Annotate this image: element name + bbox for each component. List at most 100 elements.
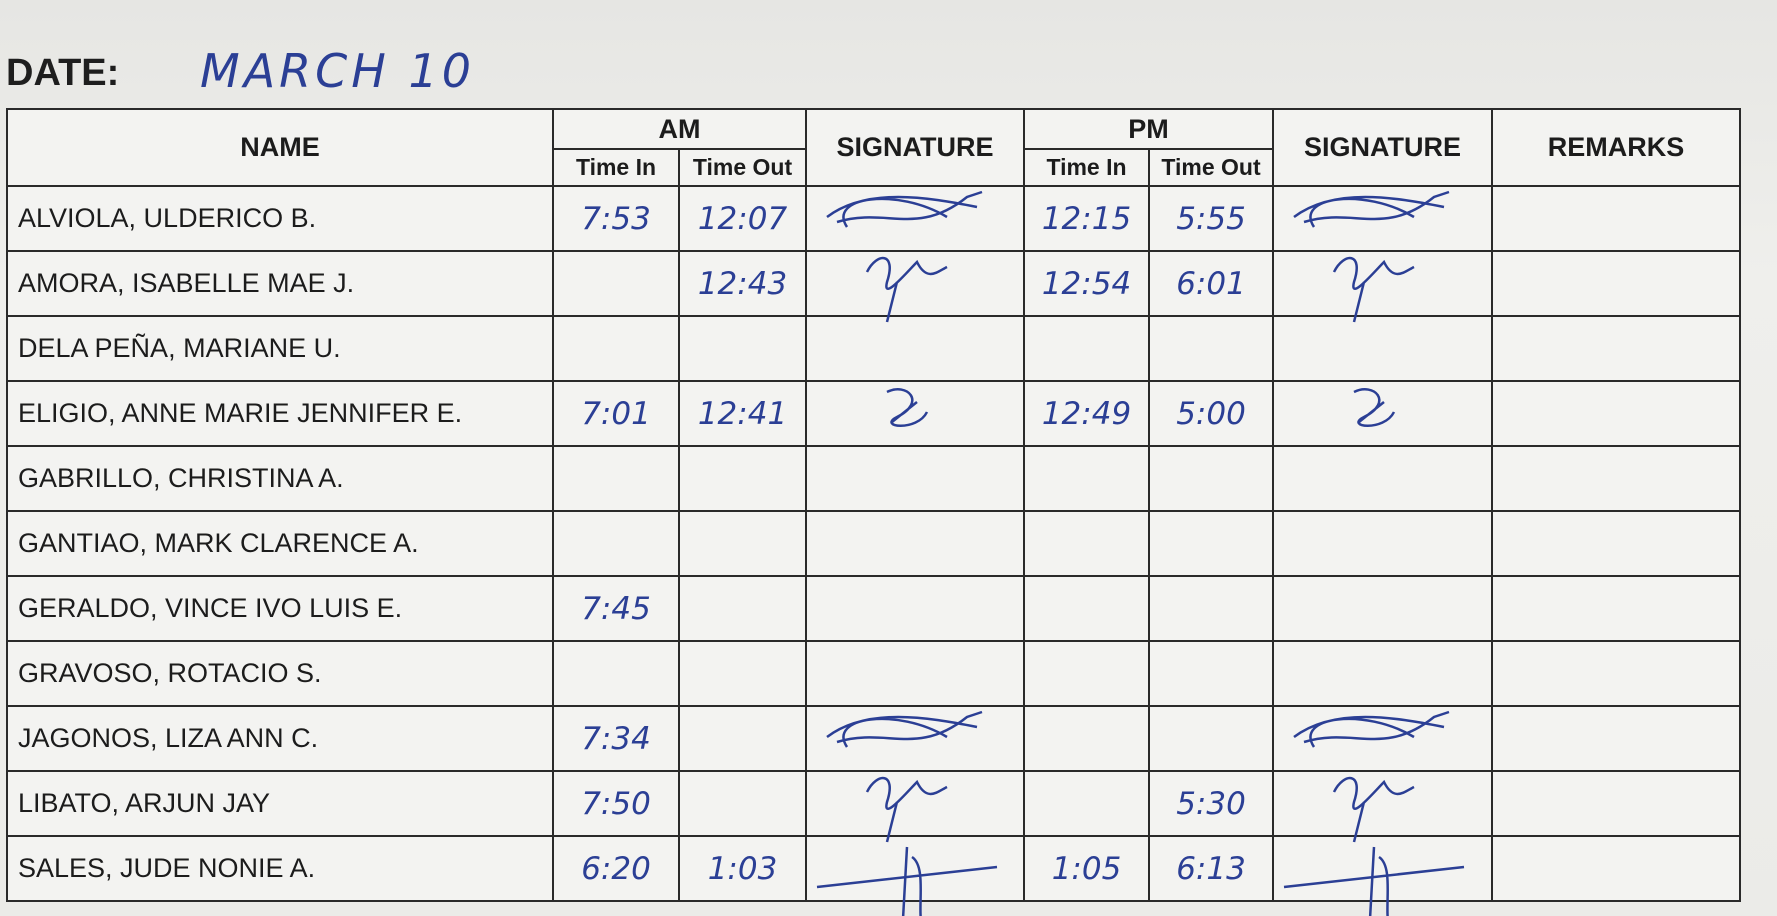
employee-name: ELIGIO, ANNE MARIE JENNIFER E. — [6, 380, 554, 447]
am-time-in: 7:01 — [552, 380, 680, 447]
header-signature: SIGNATURE — [1272, 108, 1493, 187]
signature — [1353, 388, 1396, 427]
am-time-out: 12:07 — [678, 185, 807, 252]
header-signature: SIGNATURE — [805, 108, 1025, 187]
employee-name: GERALDO, VINCE IVO LUIS E. — [6, 575, 554, 642]
table-row: ELIGIO, ANNE MARIE JENNIFER E. 7:01 12:41 1… — [6, 380, 1741, 447]
header-time-out: Time Out — [678, 148, 807, 187]
signature-cell — [805, 705, 1025, 772]
employee-name: SALES, JUDE NONIE A. — [6, 835, 554, 902]
signature-cell — [805, 575, 1025, 642]
employee-name: AMORA, ISABELLE MAE J. — [6, 250, 554, 317]
am-time-out — [678, 770, 807, 837]
signature-cell — [1272, 835, 1493, 916]
signature-cell — [1272, 705, 1493, 772]
remarks-cell — [1491, 640, 1741, 707]
header-time-in: Time In — [552, 148, 680, 187]
am-time-out — [678, 510, 807, 577]
signature — [1293, 710, 1450, 748]
am-time-in: 6:20 — [552, 835, 680, 902]
signature — [816, 846, 998, 916]
am-time-out: 12:41 — [678, 380, 807, 447]
employee-name: JAGONOS, LIZA ANN C. — [6, 705, 554, 772]
employee-name: LIBATO, ARJUN JAY — [6, 770, 554, 837]
signature-stroke — [826, 190, 983, 228]
signature — [1293, 190, 1450, 228]
signature-cell — [805, 445, 1025, 512]
pm-time-in: 12:15 — [1023, 185, 1150, 252]
signature-cell — [1272, 315, 1493, 382]
pm-time-out: 5:00 — [1148, 380, 1274, 447]
pm-time-out — [1148, 315, 1274, 382]
signature-stroke — [865, 256, 948, 323]
signature-cell — [805, 770, 1025, 843]
pm-time-out: 6:13 — [1148, 835, 1274, 902]
remarks-cell — [1491, 835, 1741, 902]
table-body: ALVIOLA, ULDERICO B. 7:53 12:07 12:15 5:55 AM… — [6, 185, 1741, 916]
signature-stroke — [826, 710, 983, 748]
employee-name: GABRILLO, CHRISTINA A. — [6, 445, 554, 512]
signature-stroke — [1293, 190, 1450, 228]
pm-time-out — [1148, 510, 1274, 577]
pm-time-in — [1023, 705, 1150, 772]
am-time-out: 12:43 — [678, 250, 807, 317]
signature-cell — [1272, 250, 1493, 323]
signature — [1332, 256, 1415, 323]
pm-time-in: 12:49 — [1023, 380, 1150, 447]
signature — [826, 190, 983, 228]
employee-name: GANTIAO, MARK CLARENCE A. — [6, 510, 554, 577]
pm-time-out: 6:01 — [1148, 250, 1274, 317]
date-label: DATE: — [6, 52, 120, 94]
am-time-in — [552, 250, 680, 317]
signature-cell — [805, 315, 1025, 382]
am-time-out — [678, 445, 807, 512]
remarks-cell — [1491, 315, 1741, 382]
signature-cell — [805, 510, 1025, 577]
signature-stroke — [816, 846, 998, 916]
remarks-cell — [1491, 705, 1741, 772]
table-row: AMORA, ISABELLE MAE J. 12:43 12:54 6:01 — [6, 250, 1741, 323]
pm-time-in — [1023, 510, 1150, 577]
am-time-in — [552, 445, 680, 512]
employee-name: DELA PEÑA, MARIANE U. — [6, 315, 554, 382]
remarks-cell — [1491, 445, 1741, 512]
header-am: AM — [552, 108, 807, 150]
am-time-in: 7:50 — [552, 770, 680, 837]
am-time-out — [678, 705, 807, 772]
pm-time-in — [1023, 770, 1150, 837]
signature — [1283, 846, 1465, 916]
am-time-out: 1:03 — [678, 835, 807, 902]
remarks-cell — [1491, 770, 1741, 837]
am-time-in: 7:53 — [552, 185, 680, 252]
am-time-out — [678, 575, 807, 642]
remarks-cell — [1491, 575, 1741, 642]
am-time-in — [552, 640, 680, 707]
remarks-cell — [1491, 380, 1741, 447]
signature-cell — [1272, 640, 1493, 707]
signature-stroke — [886, 388, 929, 427]
pm-time-in: 1:05 — [1023, 835, 1150, 902]
attendance-table: NAME AM SIGNATURE PM SIGNATURE REMARKS T… — [6, 108, 1741, 916]
signature-cell — [805, 250, 1025, 323]
header-pm: PM — [1023, 108, 1274, 150]
pm-time-out: 5:55 — [1148, 185, 1274, 252]
header-time-out: Time Out — [1148, 148, 1274, 187]
signature-cell — [805, 380, 1025, 447]
remarks-cell — [1491, 185, 1741, 252]
signature-cell — [805, 835, 1025, 916]
remarks-cell — [1491, 250, 1741, 317]
signature-cell — [1272, 380, 1493, 447]
am-time-in — [552, 315, 680, 382]
table-row: GRAVOSO, ROTACIO S. — [6, 640, 1741, 707]
signature-stroke — [1283, 846, 1465, 916]
signature-stroke — [1293, 710, 1450, 748]
remarks-cell — [1491, 510, 1741, 577]
date-value: MARCH 10 — [200, 44, 475, 98]
table-row: LIBATO, ARJUN JAY 7:50 5:30 — [6, 770, 1741, 843]
header-remarks: REMARKS — [1491, 108, 1741, 187]
pm-time-in: 12:54 — [1023, 250, 1150, 317]
signature-stroke — [1332, 256, 1415, 323]
employee-name: GRAVOSO, ROTACIO S. — [6, 640, 554, 707]
